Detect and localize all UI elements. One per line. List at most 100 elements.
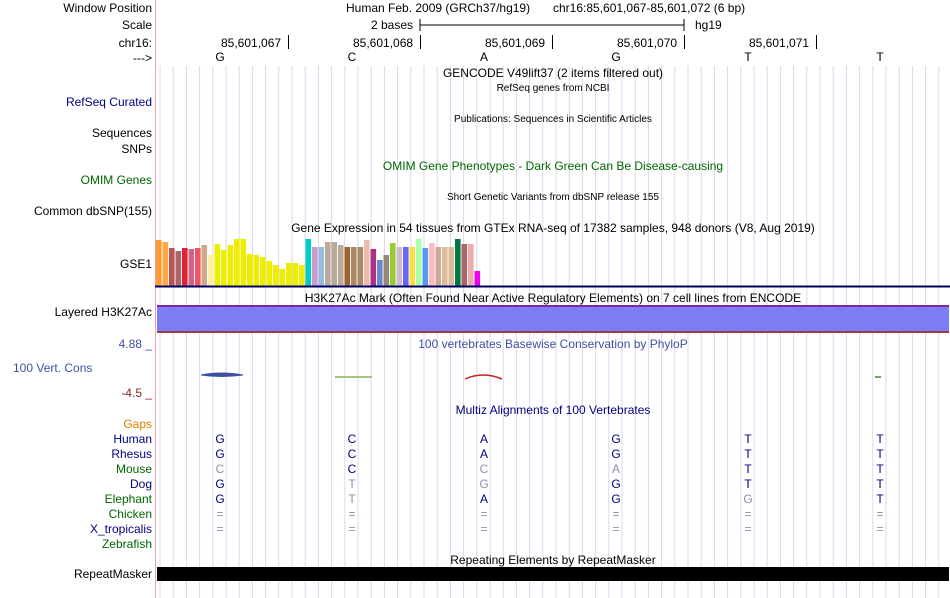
- gtex-tissue-bar[interactable]: [260, 257, 266, 286]
- gtex-tissue-bar[interactable]: [266, 261, 273, 286]
- conservation-marks: [200, 372, 881, 380]
- alignment-base: A: [479, 432, 488, 446]
- gtex-tissue-bar[interactable]: [344, 247, 351, 286]
- gtex-tissue-bar[interactable]: [396, 247, 403, 286]
- alignment-base: =: [480, 507, 488, 521]
- ruler-tick: [288, 35, 289, 49]
- strand-arrow[interactable]: --->: [133, 51, 152, 65]
- species-label[interactable]: Human: [113, 432, 152, 446]
- cons-track-label[interactable]: 100 Vert. Cons: [13, 361, 93, 375]
- gtex-tissue-bar[interactable]: [195, 248, 201, 286]
- gtex-tissue-bar[interactable]: [305, 239, 312, 286]
- gtex-tissue-bar[interactable]: [299, 265, 305, 286]
- gtex-tissue-bar[interactable]: [214, 244, 221, 286]
- gtex-tissue-bar[interactable]: [240, 239, 247, 286]
- gtex-tissue-bar[interactable]: [227, 245, 234, 286]
- cons-max-label: 4.88 _: [118, 337, 152, 351]
- gtex-tissue-bar[interactable]: [325, 242, 331, 286]
- gtex-tissue-bar[interactable]: [292, 263, 299, 286]
- gtex-tissue-bar[interactable]: [409, 247, 416, 286]
- gtex-tissue-bar[interactable]: [448, 247, 455, 286]
- species-label[interactable]: Dog: [129, 477, 152, 491]
- gtex-tissue-bar[interactable]: [422, 248, 429, 286]
- gtex-tissue-bar[interactable]: [279, 269, 286, 286]
- repeatmasker-bar[interactable]: [157, 567, 949, 581]
- gtex-tissue-bar[interactable]: [390, 243, 396, 286]
- ruler-tick: [684, 35, 685, 49]
- gtex-track-label[interactable]: GSE1: [119, 257, 152, 271]
- species-label[interactable]: Mouse: [115, 462, 152, 476]
- alignment-base: G: [215, 447, 225, 461]
- gtex-tissue-bar[interactable]: [416, 239, 422, 286]
- gtex-tissue-bar[interactable]: [351, 247, 357, 286]
- gaps-track-label[interactable]: Gaps: [123, 417, 152, 431]
- alignment-base: G: [611, 477, 621, 491]
- gtex-tissue-bar[interactable]: [429, 243, 435, 286]
- alignment-base: T: [348, 477, 356, 491]
- repeat-track-title[interactable]: Repeating Elements by RepeatMasker: [450, 553, 656, 567]
- gtex-tissue-bar[interactable]: [461, 244, 468, 286]
- repeat-track-label[interactable]: RepeatMasker: [73, 567, 152, 581]
- omim-track-label[interactable]: OMIM Genes: [80, 173, 152, 187]
- gtex-tissue-bar[interactable]: [370, 249, 377, 286]
- gtex-tissue-bar[interactable]: [286, 263, 292, 286]
- species-label[interactable]: X_tropicalis: [89, 522, 152, 536]
- h3k27-signal[interactable]: [157, 305, 949, 333]
- ruler-position-label: 85,601,069: [485, 36, 546, 50]
- gtex-tissue-bar[interactable]: [442, 247, 448, 286]
- h3k27-track-label[interactable]: Layered H3K27Ac: [54, 305, 152, 319]
- gtex-tissue-bar[interactable]: [377, 260, 383, 286]
- gtex-tissue-bar[interactable]: [201, 245, 208, 286]
- gtex-tissue-bar[interactable]: [357, 247, 364, 286]
- multiz-track-title[interactable]: Multiz Alignments of 100 Vertebrates: [455, 403, 651, 417]
- gtex-tissue-bar[interactable]: [474, 271, 481, 286]
- dbsnp-track-label[interactable]: Common dbSNP(155): [33, 204, 152, 218]
- gtex-tissue-bar[interactable]: [455, 239, 461, 286]
- gtex-bar-chart[interactable]: [155, 236, 950, 290]
- h3k27-track-title[interactable]: H3K27Ac Mark (Often Found Near Active Re…: [304, 291, 802, 305]
- alignment-base: C: [347, 432, 357, 446]
- species-label[interactable]: Zebrafish: [101, 537, 152, 551]
- gtex-tissue-bar[interactable]: [273, 265, 279, 286]
- gencode-track-title[interactable]: GENCODE V49lift37 (2 items filtered out): [442, 66, 664, 80]
- gtex-tissue-bar[interactable]: [247, 254, 253, 286]
- gtex-tissue-bar[interactable]: [175, 251, 182, 286]
- gtex-tissue-bar[interactable]: [221, 250, 227, 286]
- sequences-track-label[interactable]: Sequences: [91, 126, 152, 140]
- gtex-tissue-bar[interactable]: [468, 244, 474, 286]
- species-label[interactable]: Chicken: [108, 507, 152, 521]
- refseq-track-label[interactable]: RefSeq Curated: [65, 95, 152, 109]
- gtex-tissue-bar[interactable]: [156, 240, 162, 286]
- omim-track-title[interactable]: OMIM Gene Phenotypes - Dark Green Can Be…: [382, 159, 724, 173]
- snps-track-label[interactable]: SNPs: [121, 142, 152, 156]
- genome-position: chr16:85,601,067-85,601,072 (6 bp): [553, 1, 746, 15]
- alignment-base: C: [347, 447, 357, 461]
- alignment-base: G: [215, 477, 225, 491]
- gtex-tissue-bar[interactable]: [253, 255, 260, 286]
- cons-track-title[interactable]: 100 vertebrates Basewise Conservation by…: [418, 337, 688, 351]
- gtex-tissue-bar[interactable]: [208, 255, 214, 286]
- gtex-tissue-bar[interactable]: [188, 249, 195, 286]
- gtex-tissue-bar[interactable]: [331, 242, 338, 286]
- base-letter: C: [347, 50, 357, 64]
- gtex-tissue-bar[interactable]: [383, 255, 390, 286]
- species-label[interactable]: Elephant: [104, 492, 152, 506]
- gtex-tissue-bar[interactable]: [435, 247, 442, 286]
- gtex-tissue-bar[interactable]: [312, 247, 318, 286]
- alignment-base: T: [876, 492, 884, 506]
- gtex-tissue-bar[interactable]: [162, 242, 169, 286]
- species-label[interactable]: Rhesus: [111, 447, 152, 461]
- gtex-tissue-bar[interactable]: [182, 248, 188, 286]
- gtex-tissue-bar[interactable]: [169, 248, 175, 286]
- genome-title: Human Feb. 2009 (GRCh37/hg19): [346, 1, 531, 15]
- gtex-tissue-bar[interactable]: [364, 240, 370, 286]
- gtex-tissue-bar[interactable]: [234, 239, 240, 286]
- alignment-base: T: [876, 447, 884, 461]
- gtex-tissue-bar[interactable]: [338, 245, 344, 286]
- alignment-base: G: [743, 492, 753, 506]
- gtex-tissue-bar[interactable]: [403, 247, 409, 286]
- alignment-base: =: [612, 507, 620, 521]
- gtex-track-title[interactable]: Gene Expression in 54 tissues from GTEx …: [291, 221, 815, 235]
- gtex-tissue-bar[interactable]: [318, 247, 325, 286]
- ruler-tick: [816, 35, 817, 49]
